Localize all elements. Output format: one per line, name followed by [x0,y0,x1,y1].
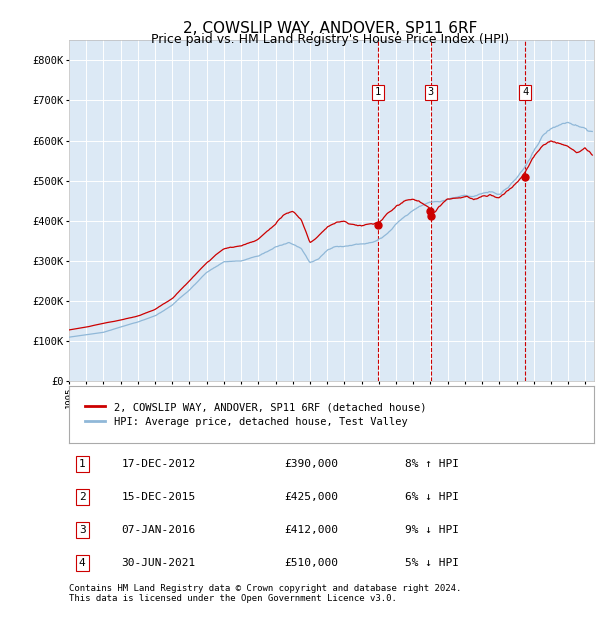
Text: Price paid vs. HM Land Registry's House Price Index (HPI): Price paid vs. HM Land Registry's House … [151,33,509,46]
Text: 15-DEC-2015: 15-DEC-2015 [121,492,196,502]
Bar [378,40,594,381]
Text: 2: 2 [79,492,86,502]
Text: £425,000: £425,000 [284,492,338,502]
Text: 6% ↓ HPI: 6% ↓ HPI [405,492,459,502]
Text: 8% ↑ HPI: 8% ↑ HPI [405,459,459,469]
Text: 1: 1 [375,87,381,97]
Text: 5% ↓ HPI: 5% ↓ HPI [405,558,459,568]
Text: 2, COWSLIP WAY, ANDOVER, SP11 6RF: 2, COWSLIP WAY, ANDOVER, SP11 6RF [183,21,477,36]
Text: 30-JUN-2021: 30-JUN-2021 [121,558,196,568]
Text: 07-JAN-2016: 07-JAN-2016 [121,525,196,535]
Text: 4: 4 [522,87,528,97]
Text: 1: 1 [79,459,86,469]
Text: 17-DEC-2012: 17-DEC-2012 [121,459,196,469]
Text: £412,000: £412,000 [284,525,338,535]
Text: 3: 3 [428,87,434,97]
Legend: 2, COWSLIP WAY, ANDOVER, SP11 6RF (detached house), HPI: Average price, detached: 2, COWSLIP WAY, ANDOVER, SP11 6RF (detac… [79,397,431,432]
Text: £510,000: £510,000 [284,558,338,568]
Text: £390,000: £390,000 [284,459,338,469]
Text: 4: 4 [79,558,86,568]
Text: Contains HM Land Registry data © Crown copyright and database right 2024.
This d: Contains HM Land Registry data © Crown c… [69,584,461,603]
Text: 9% ↓ HPI: 9% ↓ HPI [405,525,459,535]
Text: 3: 3 [79,525,86,535]
